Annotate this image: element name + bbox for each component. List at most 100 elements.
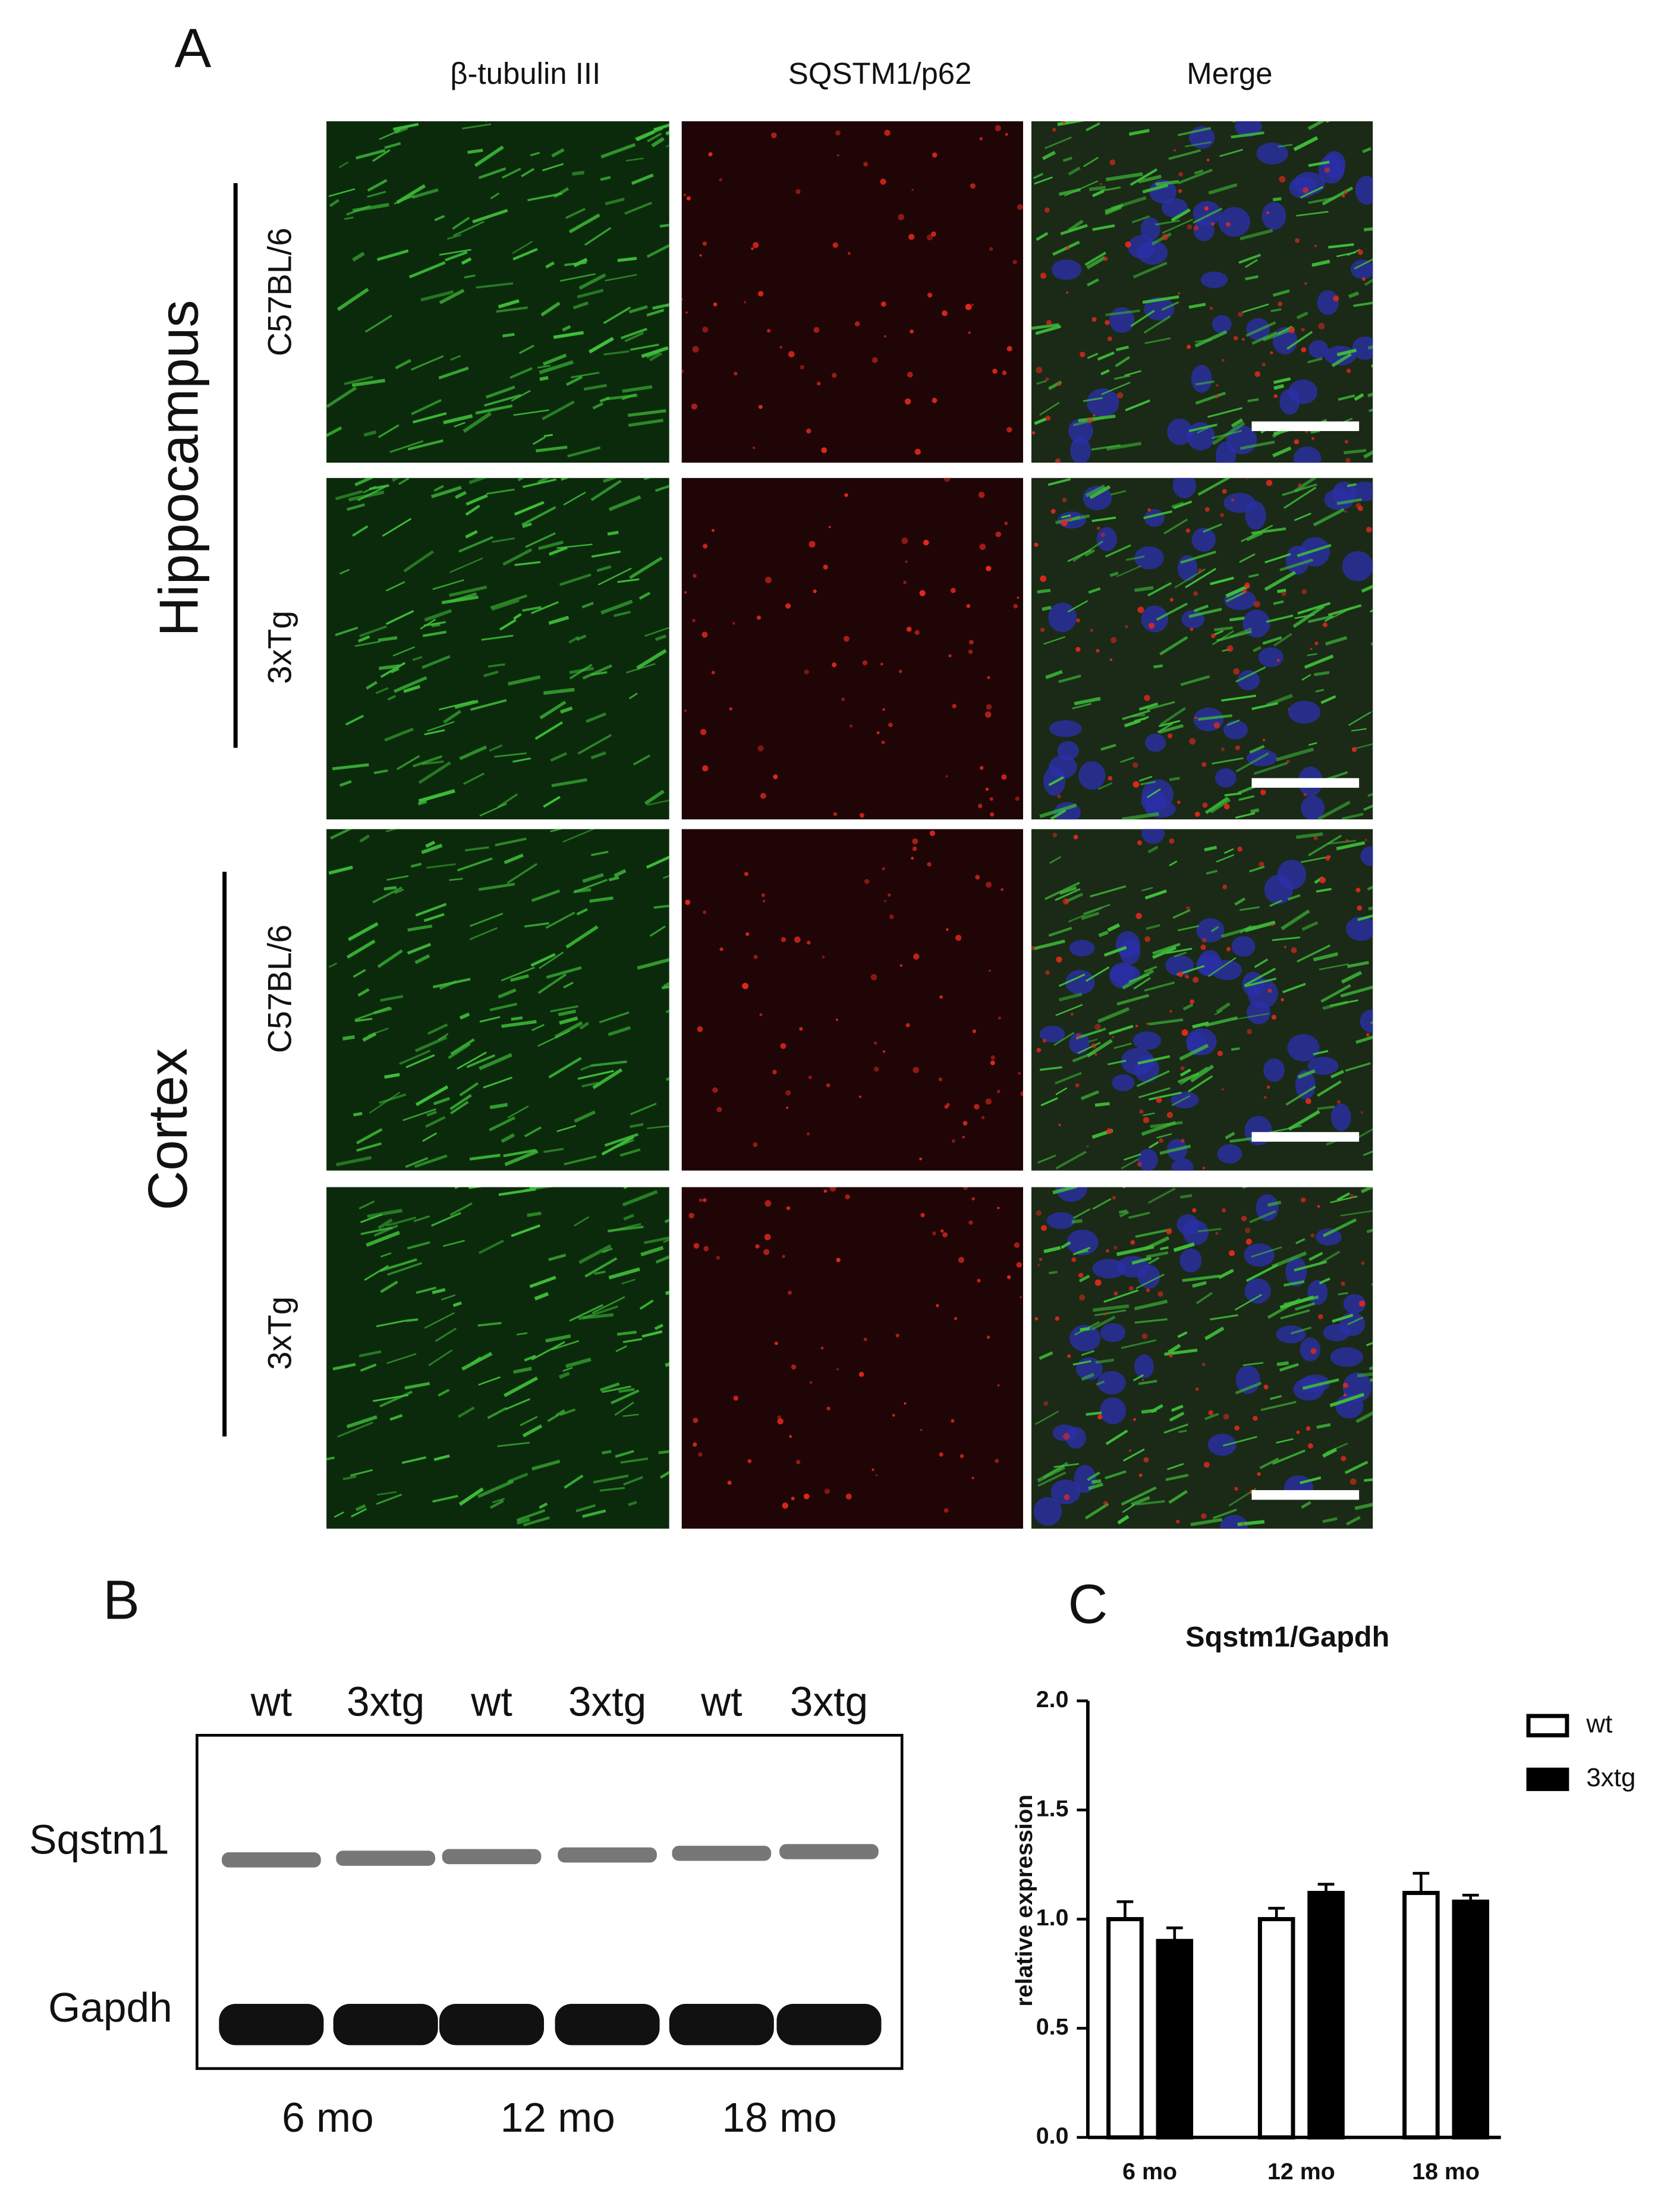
puncta bbox=[1096, 649, 1100, 653]
puncta bbox=[1247, 1029, 1253, 1035]
puncta bbox=[952, 703, 957, 709]
fiber bbox=[1080, 1090, 1100, 1101]
fiber bbox=[1273, 377, 1291, 384]
fiber bbox=[1172, 909, 1191, 919]
fiber bbox=[1042, 150, 1056, 161]
fiber bbox=[1138, 775, 1153, 782]
fiber bbox=[624, 202, 652, 215]
fiber bbox=[1210, 798, 1231, 813]
nucleus bbox=[1078, 761, 1106, 790]
puncta bbox=[1366, 526, 1372, 533]
puncta bbox=[965, 303, 972, 310]
puncta bbox=[912, 846, 917, 851]
fiber bbox=[1190, 1517, 1223, 1526]
micrograph bbox=[326, 121, 669, 463]
puncta bbox=[1031, 945, 1036, 951]
puncta bbox=[920, 1428, 923, 1431]
puncta bbox=[1226, 645, 1234, 652]
fiber bbox=[433, 485, 444, 492]
fiber bbox=[402, 1108, 436, 1121]
fiber bbox=[1094, 1102, 1110, 1107]
fiber bbox=[1081, 1372, 1094, 1381]
fiber bbox=[458, 536, 494, 553]
fiber bbox=[583, 384, 608, 391]
micrograph bbox=[681, 121, 1024, 463]
fiber bbox=[407, 924, 433, 932]
puncta bbox=[1202, 802, 1208, 808]
puncta bbox=[693, 574, 697, 578]
fiber bbox=[449, 585, 487, 597]
puncta bbox=[1037, 1264, 1040, 1267]
fiber bbox=[342, 1035, 355, 1041]
puncta bbox=[1213, 722, 1220, 728]
fiber bbox=[1301, 921, 1319, 931]
fiber bbox=[1279, 558, 1314, 571]
band-label: Gapdh bbox=[48, 1984, 172, 2031]
puncta bbox=[1144, 695, 1150, 701]
fiber bbox=[547, 1414, 558, 1422]
fiber bbox=[1242, 1362, 1264, 1366]
fiber bbox=[1101, 381, 1131, 395]
puncta bbox=[1235, 745, 1240, 750]
fiber bbox=[573, 878, 608, 894]
fiber bbox=[345, 715, 364, 726]
fiber bbox=[1068, 166, 1081, 176]
puncta bbox=[1141, 1379, 1144, 1381]
puncta bbox=[1036, 1048, 1042, 1052]
fiber bbox=[1136, 1070, 1170, 1088]
puncta bbox=[1201, 938, 1207, 943]
fiber bbox=[1125, 555, 1145, 561]
fiber bbox=[1088, 1038, 1098, 1043]
fiber bbox=[1340, 985, 1373, 998]
fiber bbox=[1152, 946, 1177, 959]
puncta bbox=[883, 335, 886, 338]
puncta bbox=[1043, 1401, 1049, 1406]
puncta bbox=[747, 1459, 752, 1463]
fiber bbox=[1058, 992, 1083, 1002]
fiber bbox=[1131, 215, 1150, 224]
puncta bbox=[989, 247, 993, 251]
nucleus bbox=[1048, 602, 1077, 633]
puncta bbox=[1242, 338, 1245, 341]
puncta bbox=[1257, 1472, 1261, 1476]
puncta bbox=[1301, 347, 1307, 353]
puncta bbox=[1066, 246, 1070, 250]
fiber bbox=[1367, 345, 1373, 350]
fiber bbox=[462, 123, 492, 130]
fiber bbox=[1159, 707, 1186, 726]
fiber bbox=[663, 982, 669, 988]
fiber bbox=[352, 525, 369, 537]
fiber bbox=[384, 142, 401, 149]
fiber bbox=[489, 1003, 517, 1011]
puncta bbox=[1288, 708, 1291, 711]
puncta bbox=[889, 914, 894, 919]
fiber bbox=[490, 594, 527, 609]
fiber bbox=[584, 227, 612, 246]
fiber bbox=[516, 1509, 546, 1522]
fiber bbox=[1083, 156, 1099, 168]
puncta bbox=[914, 448, 921, 455]
fiber bbox=[479, 1052, 512, 1071]
puncta bbox=[789, 1435, 792, 1438]
puncta bbox=[978, 491, 985, 498]
fiber bbox=[445, 250, 468, 262]
puncta bbox=[880, 662, 883, 666]
nucleus bbox=[1134, 1354, 1154, 1379]
fiber bbox=[1130, 309, 1155, 328]
puncta bbox=[1203, 1462, 1210, 1468]
fiber bbox=[1040, 1097, 1058, 1107]
fiber bbox=[1260, 1400, 1297, 1411]
puncta bbox=[829, 1187, 836, 1192]
fiber bbox=[367, 1208, 403, 1218]
nucleus bbox=[1096, 527, 1117, 551]
fiber bbox=[586, 712, 606, 723]
puncta bbox=[1263, 1384, 1269, 1390]
puncta bbox=[1201, 1362, 1206, 1366]
puncta bbox=[1211, 222, 1215, 226]
fiber bbox=[418, 789, 455, 803]
puncta bbox=[968, 1220, 973, 1225]
puncta bbox=[932, 398, 937, 403]
fiber bbox=[367, 190, 386, 198]
puncta bbox=[1244, 1227, 1251, 1234]
fiber bbox=[1254, 958, 1269, 969]
